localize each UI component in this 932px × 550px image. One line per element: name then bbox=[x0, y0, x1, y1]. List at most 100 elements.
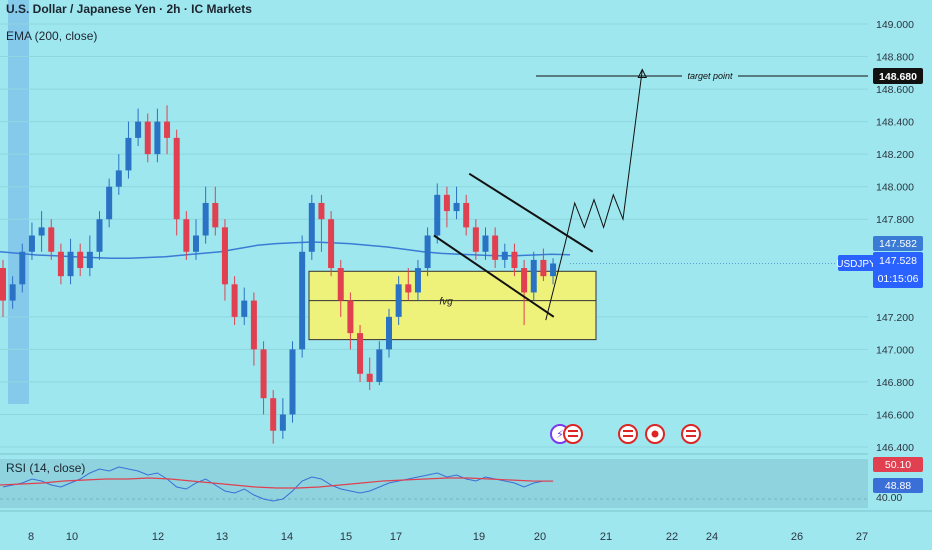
price-tick-8: 147.000 bbox=[876, 344, 914, 356]
candle-44 bbox=[424, 235, 431, 269]
ticker-label: USDJPY bbox=[836, 259, 876, 270]
candle-45 bbox=[434, 194, 441, 236]
ema-price-badge bbox=[873, 236, 923, 251]
candle-40 bbox=[386, 316, 392, 350]
candle-14 bbox=[135, 121, 142, 138]
time-tick-10: 22 bbox=[666, 531, 678, 543]
ticker-badge bbox=[838, 255, 874, 271]
rsi-line bbox=[2, 466, 554, 502]
candle-25 bbox=[241, 300, 248, 317]
flag-stripe-icon-a-1 bbox=[568, 430, 578, 432]
ema-price-label: 147.582 bbox=[879, 238, 917, 250]
candle-7 bbox=[67, 251, 74, 277]
candle-20 bbox=[193, 235, 199, 252]
event-icon-us-flag-4 bbox=[681, 424, 701, 444]
rsi-panel-bg bbox=[0, 459, 868, 508]
time-tick-11: 24 bbox=[706, 531, 718, 543]
event-icon-us-flag-1 bbox=[563, 424, 583, 444]
rsi-value-badge bbox=[873, 457, 923, 472]
lightning-icon: ⚡ bbox=[556, 428, 564, 441]
candle-48 bbox=[463, 202, 470, 228]
time-tick-0: 8 bbox=[28, 531, 34, 543]
ema-line bbox=[0, 241, 571, 260]
current-price-label: 147.528 bbox=[879, 255, 917, 267]
price-tick-2: 148.600 bbox=[876, 84, 914, 96]
time-tick-12: 26 bbox=[791, 531, 803, 543]
candle-2 bbox=[19, 251, 26, 285]
rsi-ma-line bbox=[0, 477, 554, 489]
candle-27 bbox=[260, 349, 267, 399]
time-tick-4: 14 bbox=[281, 531, 293, 543]
projection-path bbox=[545, 69, 643, 321]
candle-19 bbox=[183, 219, 190, 252]
time-tick-6: 17 bbox=[390, 531, 402, 543]
candle-31 bbox=[299, 251, 306, 350]
flag-stripe-icon-a-4 bbox=[686, 430, 696, 432]
projection-arrowhead bbox=[637, 68, 648, 79]
time-tick-1: 10 bbox=[66, 531, 78, 543]
candle-41 bbox=[395, 284, 402, 317]
channel-lower-line bbox=[433, 234, 555, 318]
candle-30 bbox=[289, 349, 296, 415]
candle-6 bbox=[57, 251, 64, 277]
price-tick-11: 146.400 bbox=[876, 442, 914, 454]
candle-4 bbox=[38, 227, 45, 236]
candle-43 bbox=[414, 268, 421, 293]
fvg-label: fvg bbox=[439, 297, 453, 308]
candle-56 bbox=[540, 259, 547, 277]
candle-29 bbox=[279, 414, 286, 431]
candle-8 bbox=[77, 251, 84, 269]
candle-51 bbox=[492, 235, 499, 260]
flag-stripe-icon-b-2 bbox=[623, 435, 633, 437]
candle-11 bbox=[106, 186, 113, 220]
candle-21 bbox=[202, 202, 209, 236]
candle-10 bbox=[96, 219, 103, 252]
flag-stripe-icon-b-4 bbox=[686, 435, 696, 437]
flag-stripe-icon-b-1 bbox=[568, 435, 578, 437]
candle-18 bbox=[173, 137, 180, 220]
candle-53 bbox=[511, 251, 518, 269]
price-tick-5: 148.000 bbox=[876, 182, 914, 194]
target-price-label: 148.680 bbox=[879, 71, 917, 83]
candle-50 bbox=[482, 235, 489, 252]
time-tick-9: 21 bbox=[600, 531, 612, 543]
time-tick-8: 20 bbox=[534, 531, 546, 543]
candle-57 bbox=[550, 263, 557, 277]
fvg-zone bbox=[308, 270, 597, 341]
rsi-value-label: 50.10 bbox=[885, 459, 911, 471]
target-price-badge bbox=[873, 68, 923, 85]
candle-3 bbox=[28, 235, 35, 252]
rsi-ma-badge bbox=[873, 478, 923, 493]
candle-22 bbox=[212, 202, 219, 228]
candle-15 bbox=[144, 121, 151, 155]
candle-52 bbox=[501, 251, 508, 260]
price-tick-9: 146.800 bbox=[876, 377, 914, 389]
event-dot-icon bbox=[651, 430, 659, 438]
time-tick-2: 12 bbox=[152, 531, 164, 543]
candle-46 bbox=[443, 194, 450, 212]
price-tick-1: 148.800 bbox=[876, 52, 914, 64]
event-icon-us-flag-2 bbox=[618, 424, 638, 444]
candle-55 bbox=[530, 259, 537, 293]
target-label: target point bbox=[687, 71, 733, 81]
ema-legend[interactable]: EMA (200, close) bbox=[6, 29, 98, 43]
price-tick-4: 148.200 bbox=[876, 149, 914, 161]
candle-42 bbox=[405, 284, 412, 293]
price-tick-3: 148.400 bbox=[876, 117, 914, 129]
session-highlight bbox=[8, 0, 29, 404]
candle-16 bbox=[154, 121, 161, 155]
time-tick-7: 19 bbox=[473, 531, 485, 543]
candle-0 bbox=[0, 268, 6, 301]
candle-24 bbox=[231, 284, 238, 317]
candle-34 bbox=[328, 219, 335, 269]
candle-23 bbox=[221, 227, 228, 285]
rsi-level-label: 40.00 bbox=[876, 492, 902, 504]
candle-37 bbox=[357, 333, 364, 374]
candle-28 bbox=[270, 398, 277, 431]
candle-12 bbox=[115, 170, 122, 187]
rsi-ma-label: 48.88 bbox=[885, 480, 911, 492]
price-tick-10: 146.600 bbox=[876, 409, 914, 421]
rsi-legend[interactable]: RSI (14, close) bbox=[6, 461, 86, 475]
candle-49 bbox=[472, 227, 479, 252]
